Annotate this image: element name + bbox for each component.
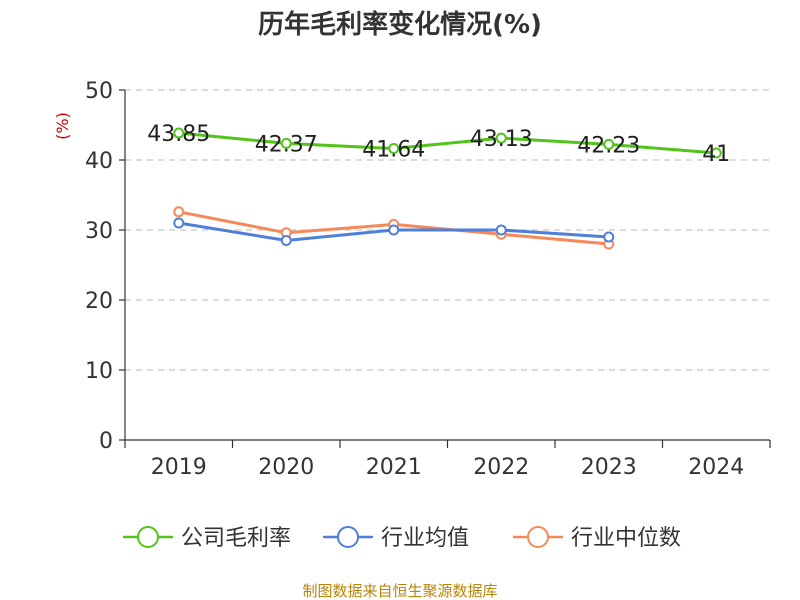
x-tick-label: 2024 [688, 455, 744, 480]
data-point [495, 224, 507, 236]
legend-marker [337, 526, 359, 548]
data-point [173, 127, 185, 139]
legend-label: 公司毛利率 [181, 526, 291, 551]
data-labels: 43.85 42.37 41.64 43.13 42.23 41 [147, 122, 730, 167]
data-point [603, 138, 615, 150]
y-tick-label: 0 [99, 429, 113, 454]
data-label: 43.13 [470, 127, 533, 152]
source-note: 制图数据来自恒生聚源数据库 [302, 582, 497, 600]
legend-marker [527, 526, 549, 548]
data-point [603, 231, 615, 243]
x-tick-label: 2019 [151, 455, 207, 480]
y-tick-label: 20 [85, 289, 113, 314]
series-line-0 [178, 131, 717, 155]
legend-item: 行业中位数 [513, 526, 681, 551]
legend-label: 行业均值 [381, 526, 469, 551]
series [173, 127, 722, 250]
x-tick-label: 2020 [258, 455, 314, 480]
y-axis-unit-label: (%) [53, 112, 72, 140]
data-point [710, 147, 722, 159]
chart-title: 历年毛利率变化情况(%) [258, 9, 542, 40]
data-point [173, 217, 185, 229]
data-point [280, 235, 292, 246]
axes: 0 10 20 30 40 50 2019 2020 2021 2022 2023 2024 [85, 79, 771, 480]
legend: 公司毛利率 行业均值 行业中位数 [123, 526, 681, 551]
y-tick-label: 40 [85, 149, 113, 174]
data-point [495, 132, 507, 144]
legend-item: 行业均值 [323, 526, 469, 551]
y-tick-label: 50 [85, 79, 113, 104]
legend-item: 公司毛利率 [123, 526, 291, 551]
data-label: 43.85 [147, 122, 210, 147]
y-tick-label: 10 [85, 359, 113, 384]
data-label: 42.37 [255, 132, 318, 157]
data-point [388, 143, 400, 155]
data-point [173, 206, 185, 218]
data-label: 41.64 [362, 138, 425, 163]
x-tick-label: 2023 [581, 455, 637, 480]
x-tick-label: 2021 [366, 455, 422, 480]
legend-label: 行业中位数 [571, 526, 681, 551]
x-tick-label: 2022 [473, 455, 529, 480]
data-point [280, 137, 292, 149]
data-label: 42.23 [577, 133, 640, 158]
legend-marker [137, 526, 159, 548]
data-point [388, 224, 400, 236]
y-tick-label: 30 [85, 219, 113, 244]
data-label: 41 [702, 142, 730, 167]
